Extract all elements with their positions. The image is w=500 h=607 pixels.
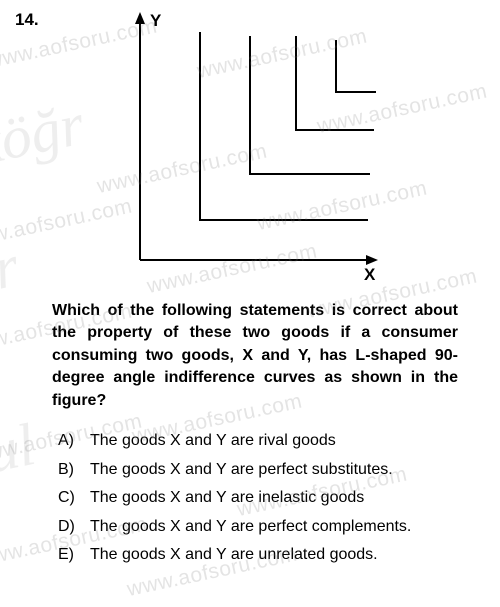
- svg-text:Y: Y: [150, 11, 162, 30]
- indifference-chart: YX: [110, 10, 390, 280]
- option-label: A): [58, 430, 78, 452]
- option[interactable]: B) The goods X and Y are perfect substitu…: [58, 459, 468, 481]
- option-text: The goods X and Y are unrelated goods.: [90, 544, 468, 566]
- chart-svg: YX: [110, 10, 390, 280]
- option-text: The goods X and Y are inelastic goods: [90, 487, 468, 509]
- watermark-big: okul: [0, 410, 41, 499]
- option[interactable]: A) The goods X and Y are rival goods: [58, 430, 468, 452]
- option[interactable]: D) The goods X and Y are perfect compleme…: [58, 516, 468, 538]
- option-text: The goods X and Y are perfect substitute…: [90, 459, 468, 481]
- options-list: A) The goods X and Y are rival goods B) The…: [58, 430, 468, 566]
- option-label: D): [58, 516, 78, 538]
- watermark-big: Öğr: [0, 231, 25, 319]
- question-text: Which of the following statements is cor…: [52, 300, 458, 412]
- option[interactable]: E) The goods X and Y are unrelated goods.: [58, 544, 468, 566]
- option-label: B): [58, 459, 78, 481]
- watermark-big: çıköğr: [0, 90, 90, 189]
- question-number: 14.: [15, 10, 39, 30]
- option-text: The goods X and Y are rival goods: [90, 430, 468, 452]
- option-text: The goods X and Y are perfect complement…: [90, 516, 468, 538]
- option[interactable]: C) The goods X and Y are inelastic goods: [58, 487, 468, 509]
- option-label: E): [58, 544, 78, 566]
- svg-text:X: X: [364, 265, 376, 280]
- option-label: C): [58, 487, 78, 509]
